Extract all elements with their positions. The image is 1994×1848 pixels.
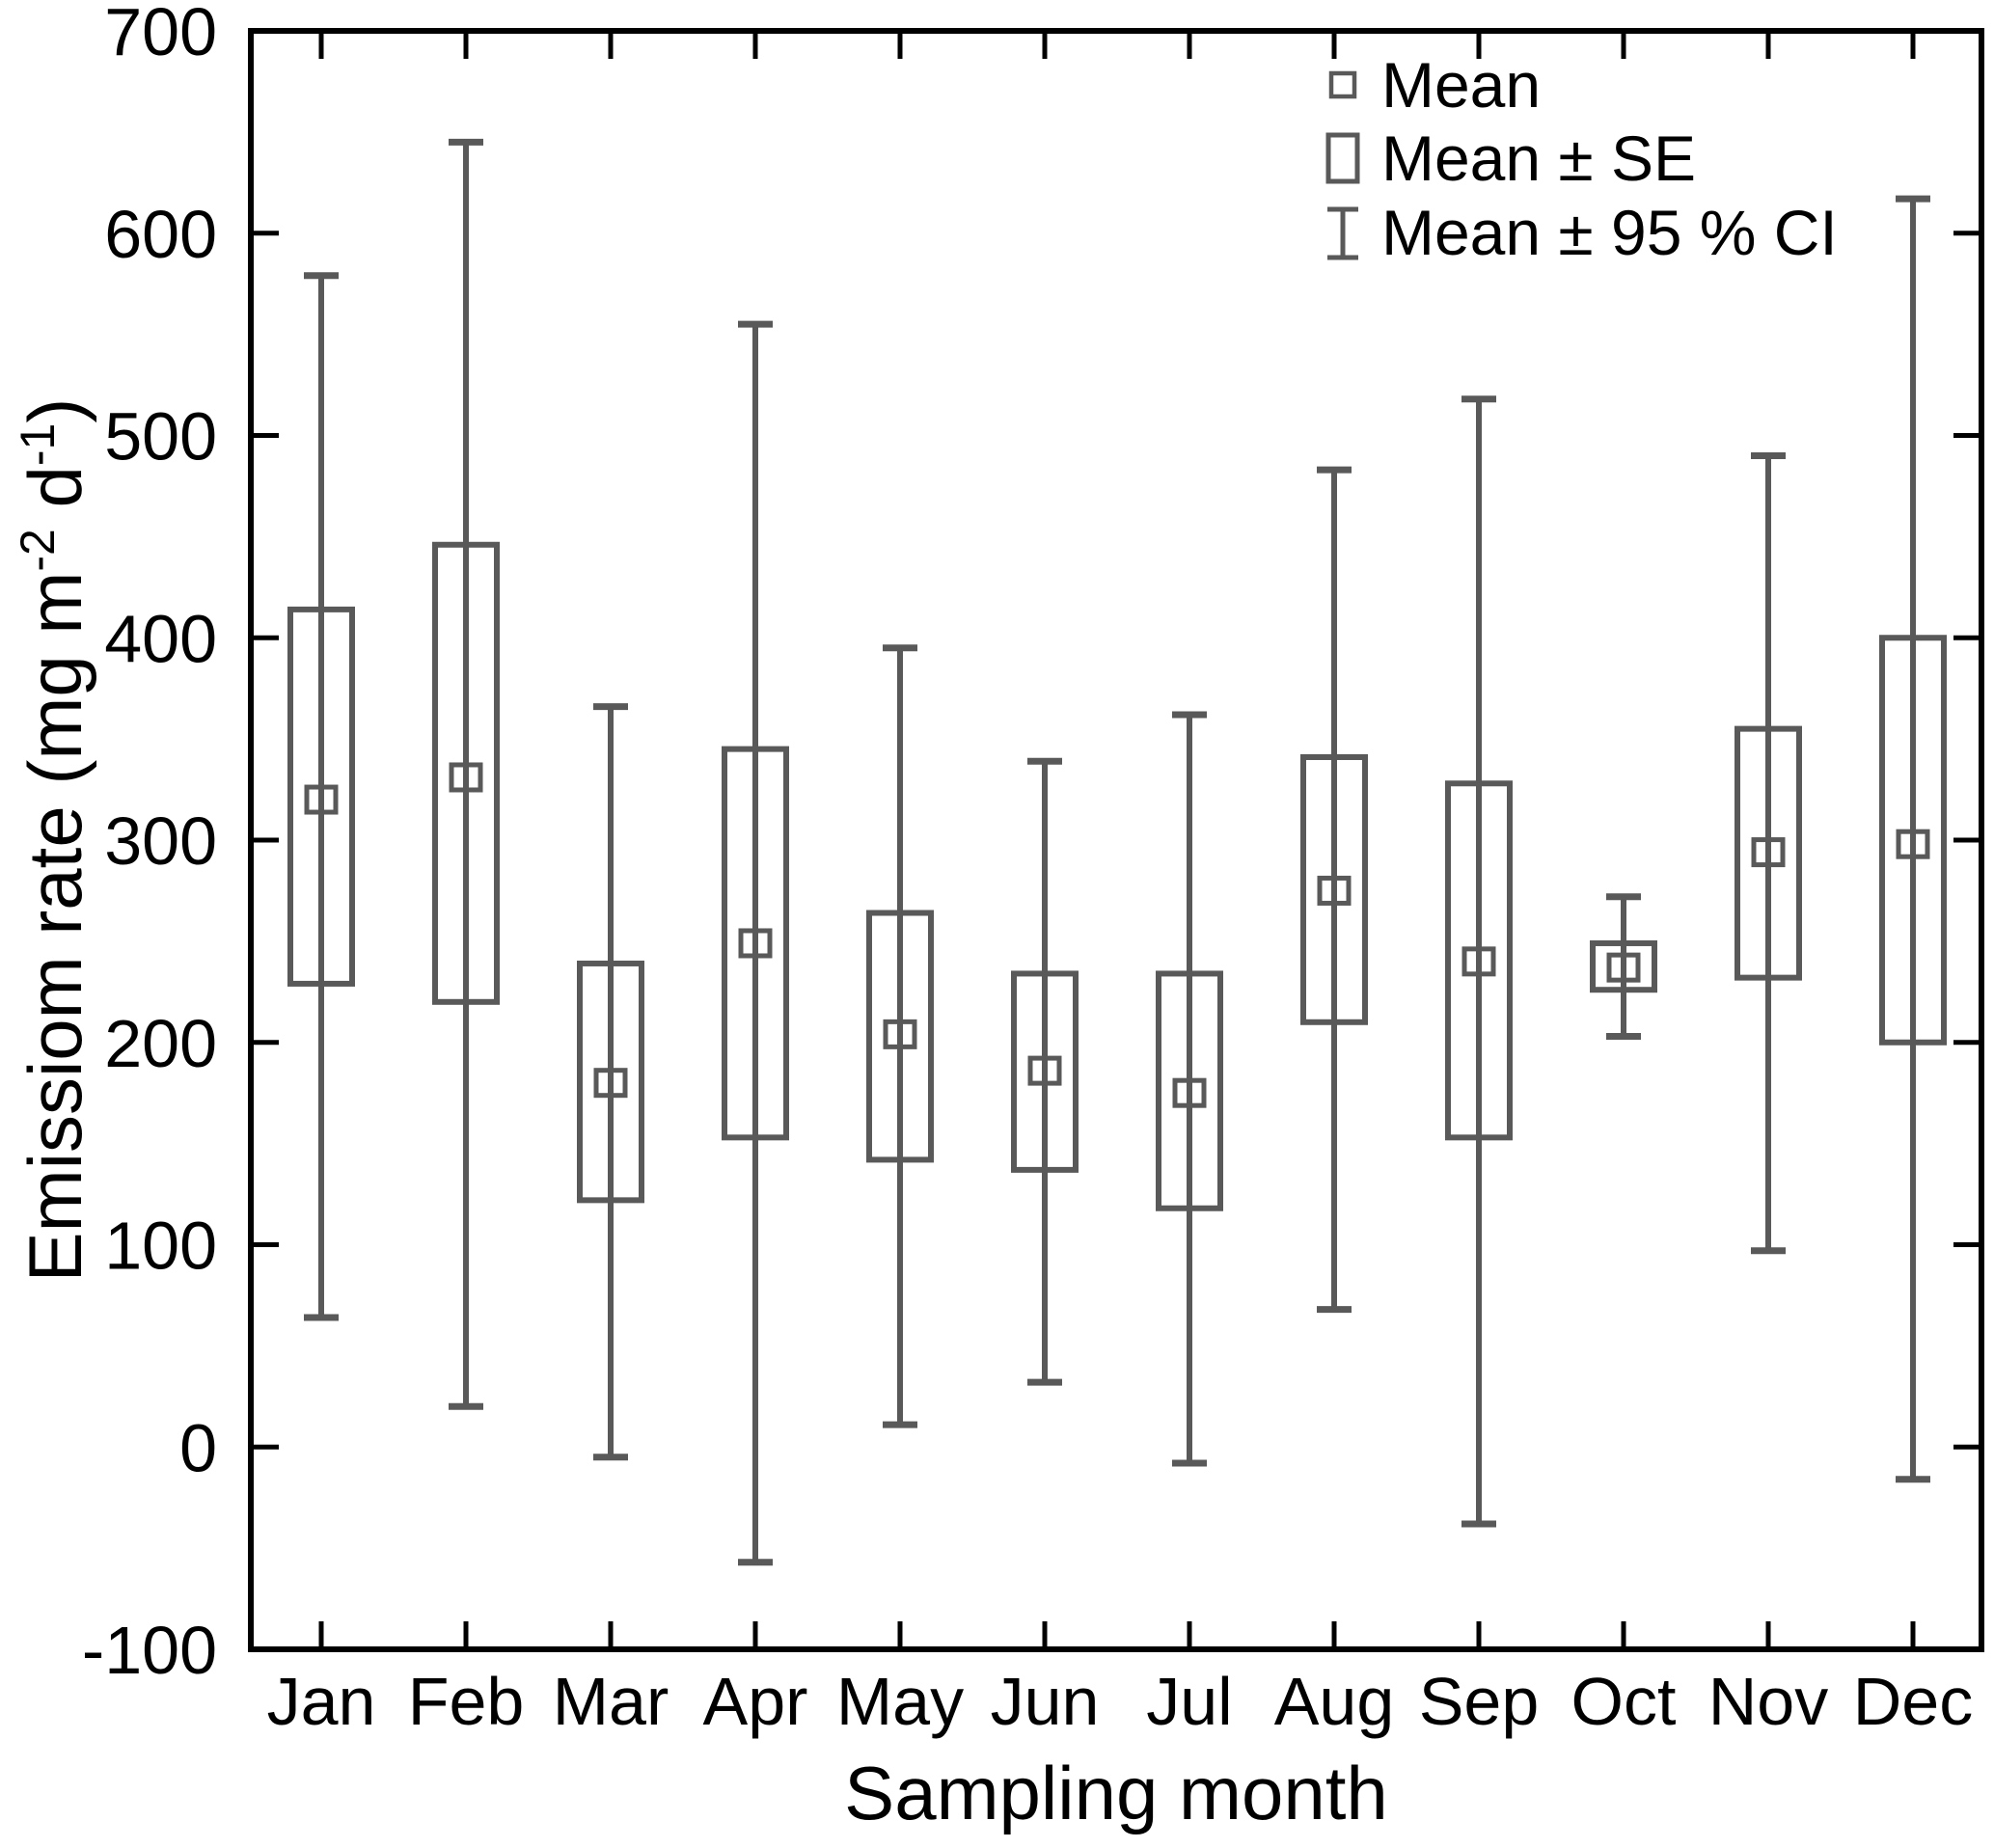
x-tick-label: Nov: [1708, 1664, 1828, 1739]
errorbar-may: [866, 644, 934, 1428]
y-tick-label: 700: [104, 0, 217, 69]
errorbar-oct: [1590, 893, 1657, 1040]
legend-item-se-box: Mean ± SE: [1325, 122, 1696, 194]
y-tick-label: 0: [179, 1410, 217, 1485]
x-axis-title: Sampling month: [844, 1751, 1388, 1835]
y-tick-label: 300: [104, 803, 217, 879]
x-tick-label: Mar: [553, 1664, 669, 1739]
y-tick-label: 200: [104, 1006, 217, 1081]
y-tick-label: -100: [82, 1613, 217, 1688]
y-tick-label: 600: [104, 197, 217, 272]
plot-frame: [248, 28, 1984, 1652]
legend-mean-square-icon: [1328, 70, 1357, 99]
errorbar-nov: [1735, 451, 1802, 1255]
errorbar-mar: [577, 703, 644, 1461]
y-tick-label: 100: [104, 1209, 217, 1284]
legend-item-ci-whisker: Mean ± 95 % CI: [1327, 197, 1838, 268]
x-tick-label: Jun: [991, 1664, 1100, 1739]
x-tick-label: Jul: [1146, 1664, 1232, 1739]
errorbar-jan: [287, 272, 355, 1321]
errorbar-aug: [1300, 466, 1368, 1314]
errorbar-feb: [432, 138, 500, 1410]
errorbar-apr: [722, 320, 789, 1566]
legend-se-box-icon: [1325, 132, 1360, 184]
errorbar-sep: [1445, 395, 1513, 1528]
errorbar-dec: [1879, 195, 1947, 1483]
x-tick-label: May: [836, 1664, 964, 1739]
errorbar-jun: [1011, 757, 1079, 1386]
legend-item-mean-square: Mean: [1328, 49, 1541, 121]
x-tick-label: Apr: [703, 1664, 808, 1739]
legend-label: Mean ± SE: [1381, 122, 1696, 194]
y-tick-label: 400: [104, 601, 217, 676]
x-tick-label: Sep: [1419, 1664, 1540, 1739]
x-tick-label: Feb: [408, 1664, 525, 1739]
errorbar-jul: [1156, 711, 1223, 1467]
x-tick-label: Aug: [1274, 1664, 1395, 1739]
x-axis: Jan Feb Mar Apr May Jun Jul Aug Sep Oct Nov Dec: [267, 34, 1973, 1739]
legend-label: Mean: [1381, 49, 1541, 121]
x-tick-label: Dec: [1853, 1664, 1973, 1739]
legend-label: Mean ± 95 % CI: [1381, 197, 1838, 268]
y-axis-title: Emissiom rate (mg m-2 d-1): [11, 398, 97, 1283]
x-tick-label: Oct: [1571, 1664, 1677, 1739]
x-tick-label: Jan: [267, 1664, 376, 1739]
y-axis: 700 600 500 400 300 200 100 0 -100: [82, 0, 1979, 1688]
y-tick-label: 500: [104, 399, 217, 475]
